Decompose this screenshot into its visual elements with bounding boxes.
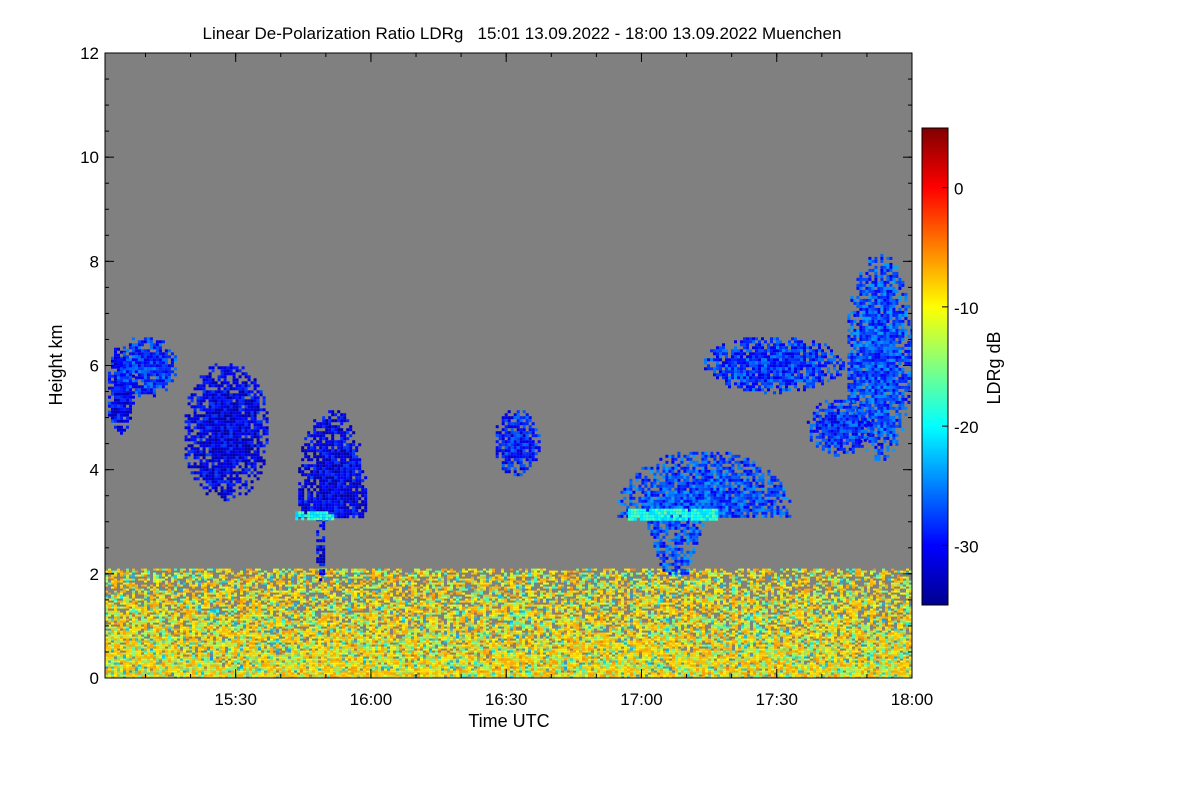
y-tick-label-5: 10 [80, 148, 99, 167]
y-axis-label: Height km [46, 324, 66, 405]
heatmap-feature-melting-layer-1700 [628, 509, 718, 521]
chart-title: Linear De-Polarization Ratio LDRg 15:01 … [203, 24, 842, 43]
x-tick-label-4: 17:30 [755, 690, 798, 709]
y-tick-label-6: 12 [80, 44, 99, 63]
y-tick-label-2: 4 [90, 461, 99, 480]
x-axis-label: Time UTC [468, 711, 549, 731]
y-tick-label-1: 2 [90, 565, 99, 584]
colorbar: 0 -10 -20 -30 [922, 128, 979, 605]
x-tick-label-5: 18:00 [891, 690, 934, 709]
x-tick-label-0: 15:30 [214, 690, 257, 709]
x-tick-label-2: 16:30 [485, 690, 528, 709]
colorbar-tick-label-0: 0 [954, 180, 963, 199]
y-tick-label-4: 8 [90, 252, 99, 271]
y-tick-label-3: 6 [90, 357, 99, 376]
colorbar-tick-label-2: -20 [954, 418, 979, 437]
colorbar-tick-label-3: -30 [954, 537, 979, 556]
colorbar-tick-label-1: -10 [954, 299, 979, 318]
plot-area [105, 53, 913, 679]
x-tick-label-1: 16:00 [350, 690, 393, 709]
colorbar-label: LDRg dB [984, 331, 1004, 404]
y-tick-label-0: 0 [90, 669, 99, 688]
heatmap-image [105, 53, 913, 679]
x-tick-label-3: 17:00 [620, 690, 663, 709]
colorbar-gradient [922, 128, 948, 605]
